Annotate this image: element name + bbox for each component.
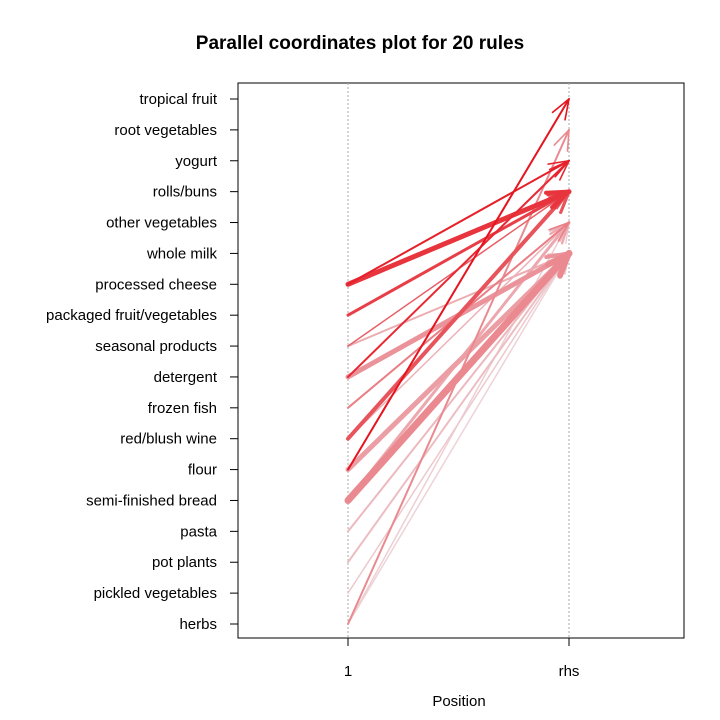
rule-line-15 [347,252,570,564]
rule-line-19 [347,221,570,440]
y-tick-label-whole-milk: whole milk [146,245,218,262]
rule-line-16 [347,252,570,594]
y-axis: tropical fruit root vegetables yogurt rolls… [46,91,238,633]
rule-arrowhead-2 [551,98,570,121]
rule-arrowhead-3 [547,159,570,178]
x-tick-label-1: 1 [344,663,352,680]
y-tick-label-pot-plants: pot plants [152,554,217,571]
chart-title: Parallel coordinates plot for 20 rules [196,33,524,54]
rule-line-2 [347,98,570,471]
x-tick-label-rhs: rhs [559,663,580,680]
plot-frame [237,82,685,639]
rule-line-11 [344,249,573,504]
rule-line-3 [347,159,570,286]
y-tick-label-red-blush-wine: red/blush wine [120,431,217,448]
y-tick-label-detergent: detergent [154,369,218,386]
rule-arrowhead-11 [544,250,572,279]
rule-arrowhead-1 [553,129,570,152]
y-tick-label-frozen-fish: frozen fish [148,400,217,417]
rule-arrowhead-4 [544,189,571,210]
rule-line-6 [347,159,570,378]
x-axis-title: Position [432,693,485,710]
rule-line-8 [346,189,571,441]
rule-lines [344,98,573,625]
y-tick-label-rolls-buns: rolls/buns [153,184,217,201]
y-tick-label-pickled-vegetables: pickled vegetables [94,585,217,602]
y-tick-label-semi-finished-bread: semi-finished bread [86,492,217,509]
y-tick-label-seasonal-products: seasonal products [95,338,217,355]
y-tick-label-processed-cheese: processed cheese [95,276,217,293]
y-tick-label-packaged-fruit-vegetables: packaged fruit/vegetables [46,307,217,324]
y-tick-label-root-vegetables: root vegetables [114,122,217,139]
y-tick-label-pasta: pasta [180,523,217,540]
y-tick-label-flour: flour [188,462,217,479]
y-tick-label-herbs: herbs [179,616,217,633]
y-tick-label-other-vegetables: other vegetables [106,215,217,232]
rule-arrowhead-9 [548,221,570,242]
y-tick-label-yogurt: yogurt [175,153,218,170]
y-tick-label-tropical-fruit: tropical fruit [139,91,217,108]
rule-line-18 [347,252,570,625]
rule-line-4 [345,189,572,287]
rule-line-5 [346,190,571,317]
x-axis: 1 rhs [344,638,580,680]
